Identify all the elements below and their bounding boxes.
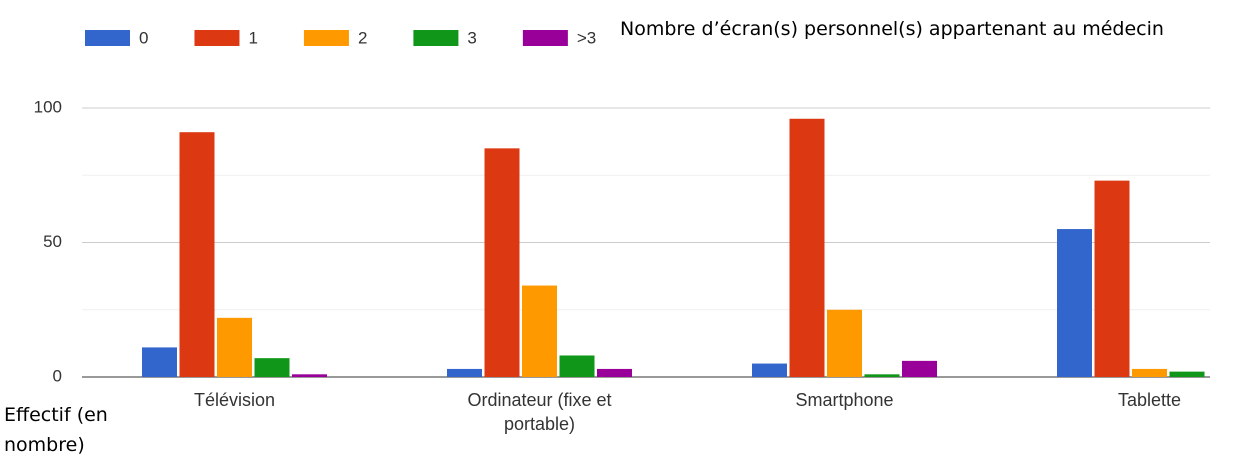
x-tick-label: Télévision (193, 390, 276, 410)
legend-swatch (194, 30, 240, 46)
bar (142, 347, 177, 377)
legend-label: 1 (248, 28, 257, 47)
chart-title: Nombre d’écran(s) personnel(s) appartena… (620, 18, 1164, 40)
legend-swatch (413, 30, 459, 46)
bar (597, 368, 632, 377)
bar (522, 285, 557, 377)
legend-label: 2 (358, 28, 367, 47)
bar (1132, 368, 1167, 377)
bar (864, 374, 900, 377)
bar (217, 317, 252, 377)
bar (559, 355, 595, 377)
bar (292, 374, 327, 377)
bar (179, 132, 215, 377)
x-tick-label: Tablette (1117, 390, 1182, 410)
bar (789, 118, 825, 377)
legend-swatch (303, 30, 349, 46)
bar (1094, 180, 1130, 377)
bar (484, 148, 520, 377)
y-axis-label: Effectif (en nombre) (4, 404, 108, 456)
legend-swatch (85, 30, 130, 46)
y-tick-label: 0 (53, 366, 62, 385)
bar (254, 358, 290, 377)
bar (827, 309, 862, 377)
bar (1169, 371, 1205, 377)
x-tick-label: Smartphone (795, 390, 894, 410)
bar (1057, 229, 1092, 377)
bar (752, 363, 787, 377)
legend-label: >3 (577, 28, 596, 47)
legend-label: 0 (139, 28, 148, 47)
legend-label: 3 (467, 28, 476, 47)
bar (447, 368, 482, 377)
y-tick-label: 50 (43, 232, 62, 251)
y-tick-label: 100 (34, 97, 62, 116)
x-tick-label: Ordinateur (fixe et portable) (467, 390, 612, 434)
legend-swatch (522, 30, 568, 46)
bar (902, 360, 937, 377)
